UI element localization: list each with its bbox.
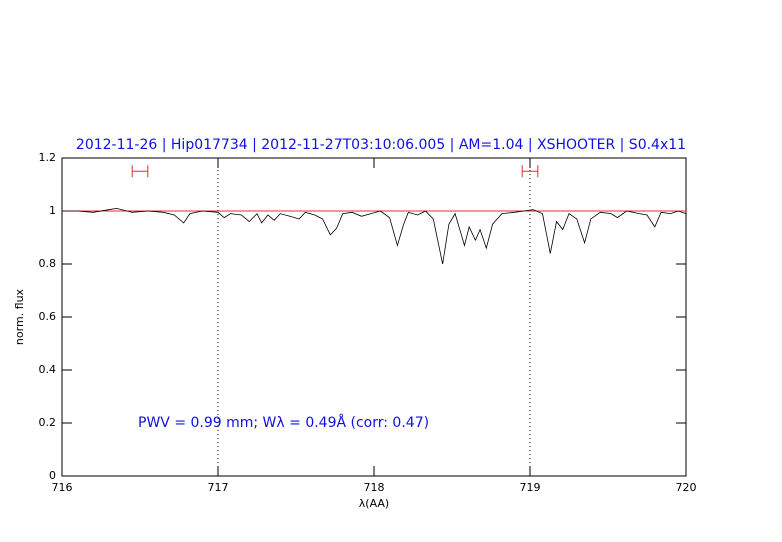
- interval-marker: [521, 165, 539, 178]
- y-axis-label: norm. flux: [13, 288, 26, 345]
- x-axis-label: λ(AA): [359, 497, 389, 510]
- spectrum-line: [62, 207, 687, 265]
- y-tick-label: 0.2: [39, 416, 57, 429]
- y-tick-label: 1.2: [39, 151, 57, 164]
- y-tick-label: 0.6: [39, 310, 57, 323]
- y-tick-label: 0.4: [39, 363, 57, 376]
- y-tick-label: 1: [49, 204, 56, 217]
- x-tick-label: 717: [208, 481, 229, 494]
- annotation: PWV = 0.99 mm; Wλ = 0.49Å (corr: 0.47): [138, 414, 429, 431]
- x-tick-label: 720: [676, 481, 697, 494]
- y-tick-label: 0: [49, 469, 56, 482]
- x-tick-label: 716: [52, 481, 73, 494]
- chart-title: 2012-11-26 | Hip017734 | 2012-11-27T03:1…: [76, 137, 686, 153]
- x-tick-label: 718: [364, 481, 385, 494]
- interval-marker: [131, 165, 149, 178]
- y-tick-label: 0.8: [39, 257, 57, 270]
- x-tick-label: 719: [520, 481, 541, 494]
